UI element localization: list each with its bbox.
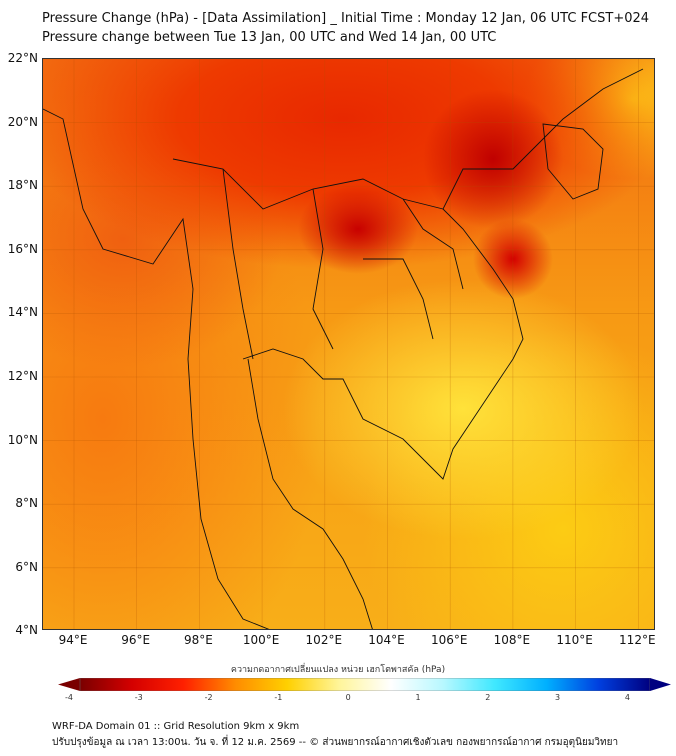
lat-tick-label: 10°N bbox=[7, 432, 38, 447]
chart-subtitle: Pressure change between Tue 13 Jan, 00 U… bbox=[42, 30, 497, 45]
lat-tick-label: 4°N bbox=[15, 623, 38, 638]
colorbar bbox=[58, 678, 671, 691]
lat-tick-label: 16°N bbox=[7, 241, 38, 256]
graticule bbox=[43, 59, 654, 629]
colorbar-tick-label: -4 bbox=[65, 693, 73, 702]
colorbar-tick-label: -2 bbox=[204, 693, 213, 702]
lon-tick-label: 112°E bbox=[619, 633, 656, 647]
map-overlay bbox=[43, 59, 654, 629]
colorbar-tick-label: 0 bbox=[345, 693, 351, 702]
coastline-borders bbox=[43, 68, 644, 629]
lon-tick-label: 98°E bbox=[183, 633, 213, 647]
footer-credit: ปรับปรุงข้อมูล ณ เวลา 13:00น. วัน จ. ที่… bbox=[52, 737, 619, 748]
lat-tick-label: 20°N bbox=[7, 114, 38, 129]
colorbar-tick-label: 1 bbox=[415, 693, 421, 702]
colorbar-tick-label: -1 bbox=[274, 693, 283, 702]
footer-model-info: WRF-DA Domain 01 :: Grid Resolution 9km … bbox=[52, 721, 300, 732]
lat-tick-label: 14°N bbox=[7, 305, 38, 320]
lon-tick-label: 100°E bbox=[242, 633, 280, 647]
lon-tick-label: 108°E bbox=[493, 633, 531, 647]
lon-tick-label: 102°E bbox=[305, 633, 343, 647]
lat-tick-label: 22°N bbox=[7, 51, 38, 65]
colorbar-tick-label: 2 bbox=[485, 693, 491, 702]
colorbar-gradient bbox=[79, 678, 651, 691]
colorbar-tick-label: 3 bbox=[555, 693, 561, 702]
lon-tick-label: 94°E bbox=[58, 633, 88, 647]
colorbar-tick-label: 4 bbox=[624, 693, 630, 702]
lat-tick-label: 6°N bbox=[15, 559, 38, 574]
lon-tick-label: 110°E bbox=[556, 633, 593, 647]
colorbar-max-extend bbox=[650, 678, 671, 691]
lon-tick-label: 96°E bbox=[121, 633, 151, 647]
colorbar-tick-label: -3 bbox=[134, 693, 143, 702]
colorbar-min-extend bbox=[58, 678, 80, 691]
lon-tick-label: 106°E bbox=[430, 633, 468, 647]
lat-tick-label: 8°N bbox=[15, 496, 38, 511]
lon-tick-label: 104°E bbox=[368, 633, 405, 647]
colorbar-title: ความกดอากาศเปลี่ยนแปลง หน่วย เฮกโตพาสคัล… bbox=[230, 665, 446, 675]
lat-tick-label: 12°N bbox=[7, 369, 38, 383]
lat-tick-label: 18°N bbox=[7, 178, 38, 193]
pressure-change-map bbox=[42, 58, 655, 630]
chart-title: Pressure Change (hPa) - [Data Assimilati… bbox=[42, 11, 650, 26]
